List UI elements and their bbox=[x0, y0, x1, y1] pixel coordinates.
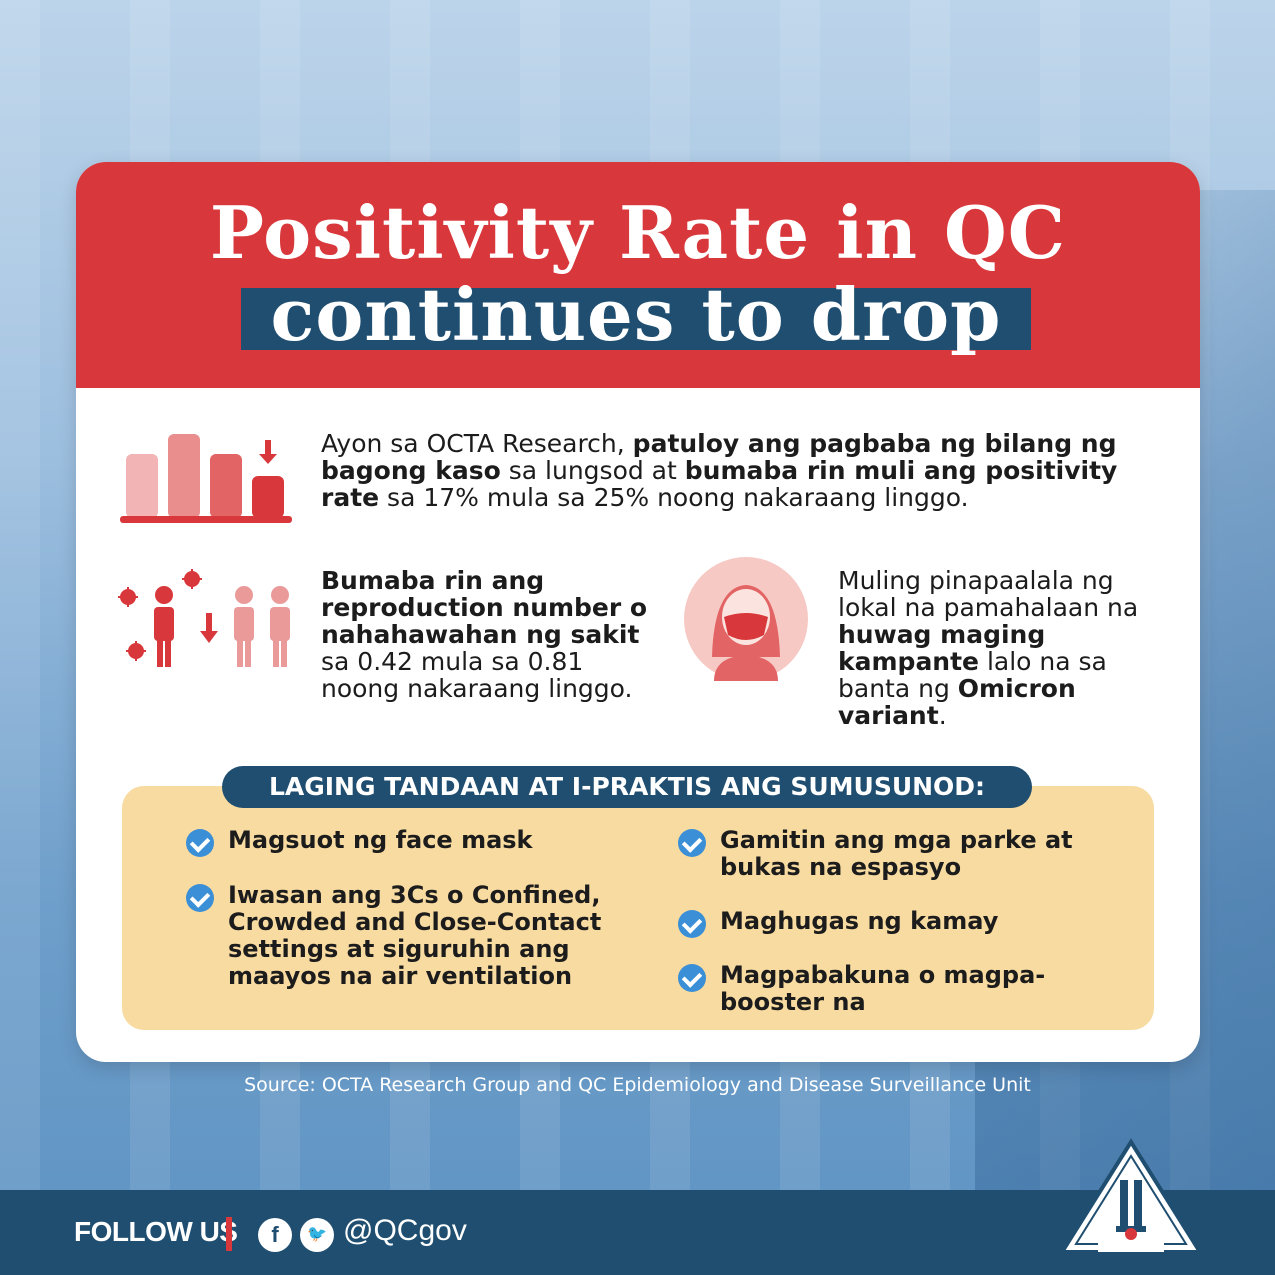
list-item: Maghugas ng kamay bbox=[678, 908, 1118, 938]
check-icon bbox=[186, 884, 214, 912]
quezon-city-seal-logo bbox=[1058, 1138, 1204, 1254]
check-icon bbox=[678, 964, 706, 992]
p3-bold-1: huwag maging kampante bbox=[838, 620, 1046, 676]
practice-label: LAGING TANDAAN AT I-PRAKTIS ANG SUMUSUNO… bbox=[222, 766, 1032, 808]
list-item: Magpabakuna o magpa-booster na bbox=[678, 962, 1118, 1016]
declining-bars-icon bbox=[120, 434, 292, 523]
list-item-text: Magsuot ng face mask bbox=[228, 826, 533, 854]
twitter-icon[interactable]: 🐦 bbox=[300, 1218, 334, 1252]
list-item-text: Magpabakuna o magpa-booster na bbox=[720, 961, 1046, 1016]
p3-bold-2: Omicron variant bbox=[838, 674, 1076, 730]
p3-text-2: lalo na sa banta ng bbox=[838, 647, 1107, 703]
p1-text-3: sa 17% mula sa 25% noong nakaraang lingg… bbox=[379, 483, 969, 512]
reminder-paragraph: Muling pinapaalala ng lokal na pamahalaa… bbox=[838, 567, 1168, 729]
card-header bbox=[76, 162, 1200, 388]
p2-bold-1: Bumaba rin ang reproduction number o nah… bbox=[321, 566, 648, 649]
check-icon bbox=[186, 829, 214, 857]
list-item-text: Maghugas ng kamay bbox=[720, 907, 999, 935]
title-line-1: Positivity Rate in QC bbox=[209, 190, 1067, 275]
social-handle[interactable]: @QCgov bbox=[343, 1214, 467, 1247]
title-line-2: continues to drop bbox=[270, 272, 1002, 357]
p2-text-1: sa 0.42 mula sa 0.81 noong nakaraang lin… bbox=[321, 647, 633, 703]
list-item-text: Gamitin ang mga parke at bukas na espasy… bbox=[720, 826, 1073, 881]
list-item-text: Iwasan ang 3Cs o Confined, Crowded and C… bbox=[228, 881, 602, 990]
p1-bold-1: patuloy ang pagbaba ng bilang ng bagong … bbox=[321, 429, 1117, 485]
reproduction-paragraph: Bumaba rin ang reproduction number o nah… bbox=[321, 567, 651, 702]
p1-text-1: Ayon sa OCTA Research, bbox=[321, 429, 633, 458]
practice-box bbox=[122, 786, 1154, 1030]
check-icon bbox=[678, 910, 706, 938]
p3-text-3: . bbox=[938, 701, 947, 730]
infographic-card: Positivity Rate in QC continues to drop … bbox=[76, 162, 1200, 1062]
follow-us-label: FOLLOW US bbox=[74, 1216, 238, 1247]
virus-spread-icon bbox=[118, 569, 290, 667]
positivity-paragraph: Ayon sa OCTA Research, patuloy ang pagba… bbox=[321, 430, 1171, 511]
p1-text-2: sa lungsod at bbox=[500, 456, 685, 485]
facebook-icon[interactable]: f bbox=[258, 1218, 292, 1252]
p3-text-1: Muling pinapaalala ng lokal na pamahalaa… bbox=[838, 566, 1139, 622]
check-icon bbox=[678, 829, 706, 857]
p1-bold-2: bumaba rin muli ang positivity rate bbox=[321, 456, 1118, 512]
list-item: Iwasan ang 3Cs o Confined, Crowded and C… bbox=[186, 882, 666, 990]
footer-divider bbox=[226, 1217, 232, 1251]
list-item: Magsuot ng face mask bbox=[186, 827, 656, 857]
source-note: Source: OCTA Research Group and QC Epide… bbox=[244, 1074, 1031, 1096]
title-highlight bbox=[241, 288, 1031, 350]
masked-person-icon bbox=[684, 557, 808, 681]
list-item: Gamitin ang mga parke at bukas na espasy… bbox=[678, 827, 1118, 881]
footer-bar bbox=[0, 1190, 1275, 1275]
